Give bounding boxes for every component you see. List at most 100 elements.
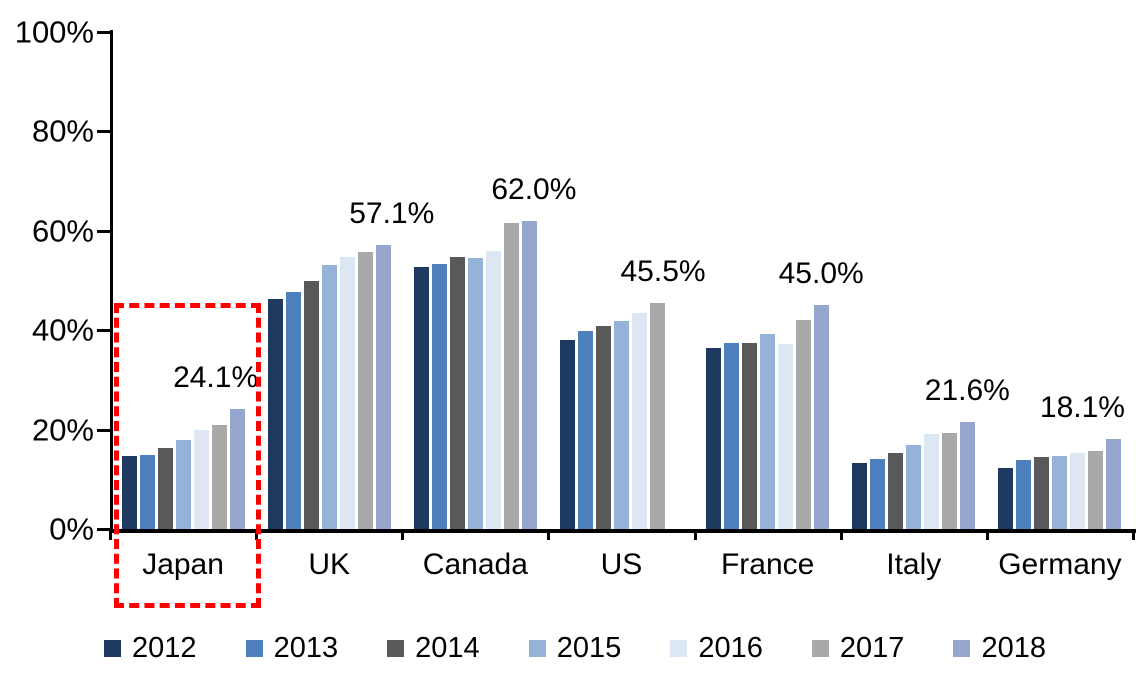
category-label-us: US [600, 548, 643, 581]
bar-2016-germany [1070, 452, 1086, 529]
x-axis-tick [986, 529, 989, 540]
y-axis-tick [97, 329, 110, 333]
y-axis-tick [97, 428, 110, 432]
bar-2017-japan [211, 425, 227, 529]
bar-2012-france [706, 348, 722, 529]
bar-group-canada: 62.0% [402, 32, 576, 529]
x-axis-tick [694, 529, 697, 540]
bar-2017-france [796, 319, 812, 529]
bar-2012-germany [998, 467, 1014, 529]
bar-2015-canada [467, 257, 483, 529]
legend-item-2015: 2015 [528, 631, 622, 664]
bar-2017-italy [942, 433, 958, 529]
bar-2016-canada [485, 250, 501, 529]
y-axis-line [110, 30, 113, 533]
legend-label-2015: 2015 [556, 631, 622, 664]
legend-item-2012: 2012 [104, 631, 197, 664]
bar-2013-france [724, 342, 740, 529]
legend-label-2013: 2013 [273, 631, 339, 664]
bar-2013-japan [139, 454, 155, 529]
y-axis-tick-label: 0% [49, 511, 94, 547]
bar-2015-france [760, 334, 776, 529]
category-label-italy: Italy [886, 548, 942, 581]
bar-group-uk: 57.1% [256, 32, 434, 529]
bar-2018-uk [375, 245, 391, 529]
bar-2016-france [778, 344, 794, 529]
x-axis-tick [401, 529, 404, 540]
legend-label-2014: 2014 [415, 631, 480, 664]
y-axis-tick-label: 40% [31, 312, 94, 348]
bar-group-france: 45.0% [695, 32, 864, 529]
bar-group-italy: 21.6% [841, 32, 1010, 529]
legend-label-2017: 2017 [839, 631, 905, 664]
bar-2014-italy [888, 452, 904, 529]
category-label-japan: Japan [142, 548, 224, 581]
bar-2013-germany [1016, 459, 1032, 529]
bar-2013-canada [431, 264, 447, 529]
bar-2018-germany [1106, 439, 1122, 529]
legend-swatch-2016 [670, 639, 688, 657]
plot-area: 24.1% 57.1% 62.0% 45.5% 45.0% 21.6% 18.1% [110, 32, 1133, 529]
japan-highlight-box [114, 303, 261, 608]
y-axis-tick [97, 229, 110, 233]
legend-item-2014: 2014 [387, 631, 480, 664]
x-axis-line [110, 529, 1136, 533]
category-label-france: France [720, 548, 815, 581]
data-label-france: 45.0% [778, 257, 864, 291]
bar-2014-canada [449, 256, 465, 529]
data-label-japan: 24.1% [173, 361, 259, 395]
bar-2017-canada [503, 223, 519, 529]
bar-2015-italy [906, 445, 922, 529]
legend-swatch-2014 [387, 639, 405, 657]
x-axis-tick [1132, 529, 1135, 540]
legend-swatch-2013 [245, 639, 263, 657]
legend-item-2017: 2017 [811, 631, 905, 664]
bar-group-us: 45.5% [548, 32, 706, 529]
bar-2016-us [631, 312, 647, 529]
bar-2014-france [742, 342, 758, 529]
bar-2017-us [649, 302, 665, 529]
bar-2015-japan [175, 439, 191, 529]
x-axis-tick [840, 529, 843, 540]
bar-2012-italy [852, 463, 868, 529]
bar-2013-italy [870, 459, 886, 529]
legend-swatch-2012 [104, 639, 121, 657]
y-axis-tick-label: 100% [14, 14, 94, 50]
y-axis-tick [97, 528, 110, 531]
bar-2012-canada [413, 267, 429, 529]
bar-2017-uk [357, 251, 373, 529]
bar-2017-germany [1088, 450, 1104, 529]
legend: 2012 2013 2014 2015 2016 2017 2018 [104, 630, 1046, 666]
bar-2012-uk [267, 299, 283, 529]
bar-2012-japan [121, 455, 137, 529]
bar-2016-japan [193, 429, 209, 529]
legend-swatch-2017 [811, 639, 829, 657]
y-axis-tick [97, 31, 110, 34]
bar-2015-uk [321, 265, 337, 529]
bar-2014-germany [1034, 457, 1050, 529]
y-axis-tick-label: 60% [31, 213, 94, 249]
y-axis-tick-label: 20% [31, 412, 94, 448]
legend-swatch-2018 [953, 639, 971, 657]
x-axis-tick [547, 529, 550, 540]
data-label-uk: 57.1% [349, 197, 435, 231]
data-label-germany: 18.1% [1039, 391, 1125, 425]
bar-2015-germany [1052, 456, 1068, 529]
bar-2014-uk [303, 280, 319, 529]
legend-label-2012: 2012 [132, 631, 197, 664]
bar-group-germany: 18.1% [987, 32, 1133, 529]
legend-label-2016: 2016 [698, 631, 763, 664]
bar-2013-us [577, 330, 593, 529]
bar-2015-us [613, 320, 629, 529]
bar-2018-italy [960, 421, 976, 529]
bar-2014-us [595, 326, 611, 529]
bar-2018-japan [229, 409, 245, 529]
x-axis-tick [109, 529, 112, 540]
category-label-canada: Canada [422, 548, 528, 581]
data-label-italy: 21.6% [924, 373, 1010, 407]
bar-2016-uk [339, 256, 355, 529]
bar-group-japan: 24.1% [110, 32, 259, 529]
legend-item-2013: 2013 [245, 631, 339, 664]
bar-2013-uk [285, 291, 301, 529]
